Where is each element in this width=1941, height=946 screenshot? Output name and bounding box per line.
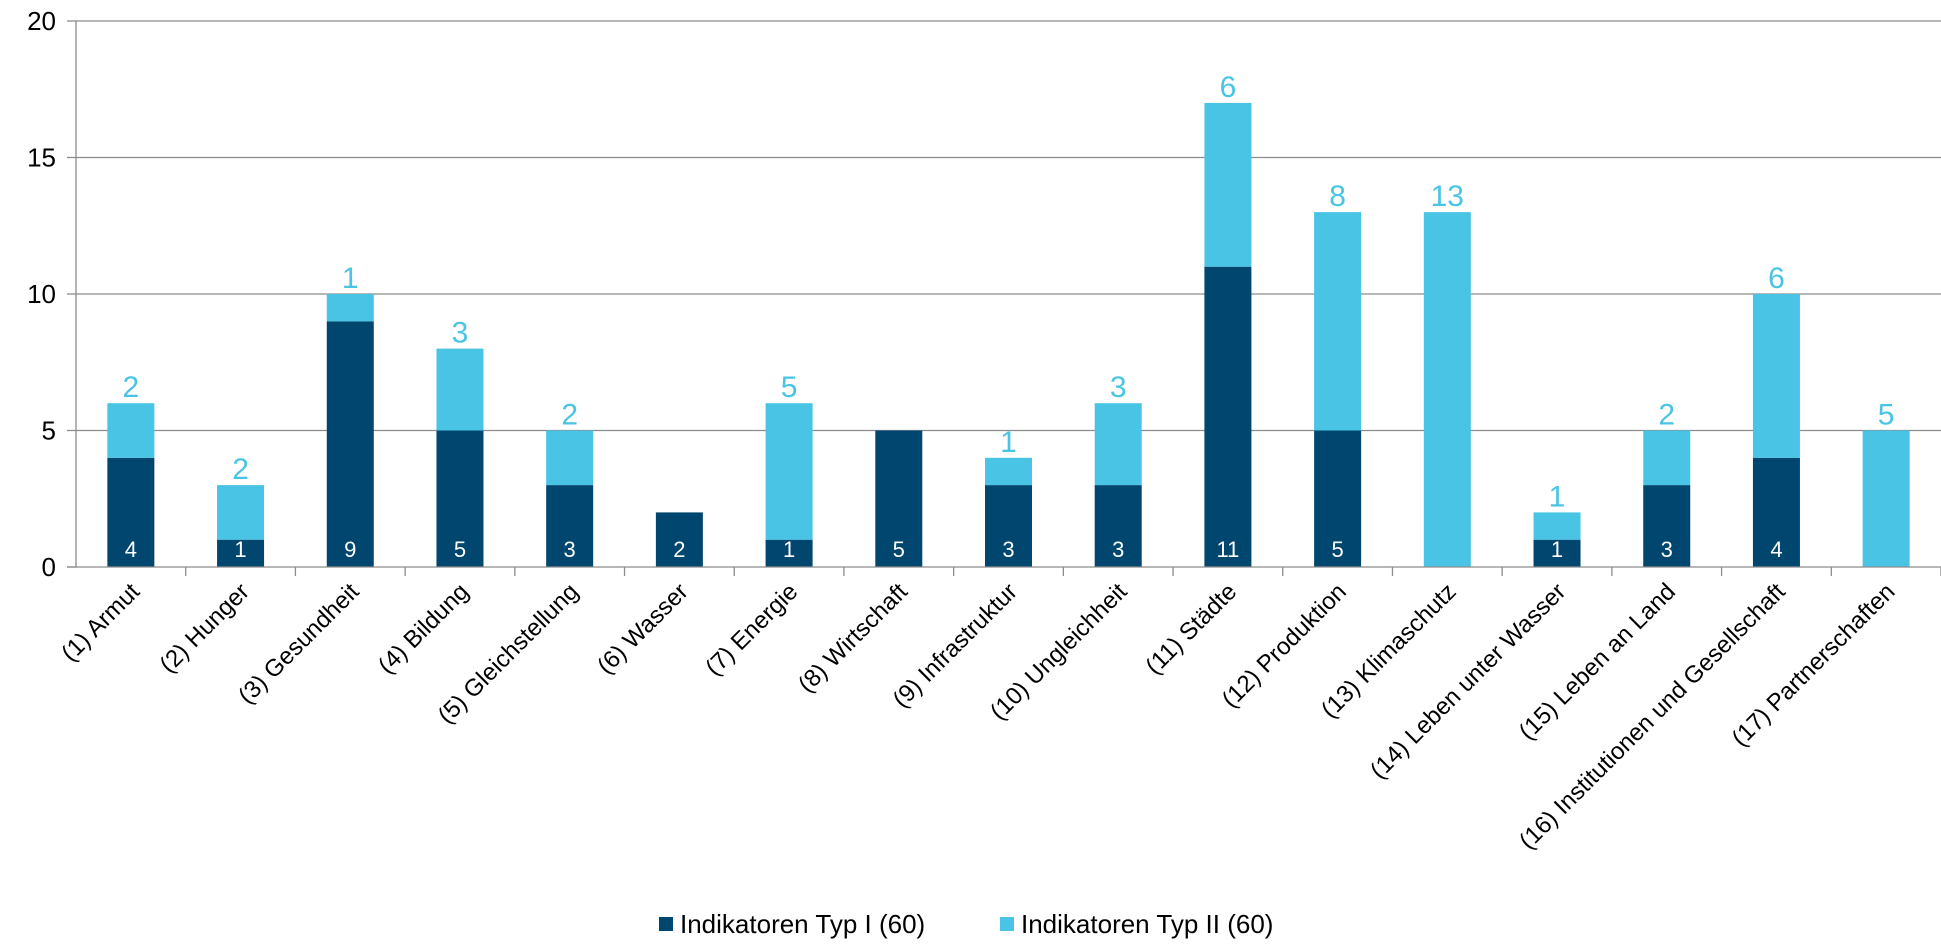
data-label-type1: 2 [673, 537, 685, 562]
bar-type1 [436, 430, 484, 567]
bar-type2 [217, 485, 265, 540]
data-label-type1: 4 [1770, 537, 1782, 562]
bar-type1 [985, 485, 1032, 567]
legend-swatch-type2 [1000, 917, 1014, 931]
data-label-type2: 5 [781, 371, 798, 404]
data-label-type2: 6 [1220, 71, 1237, 104]
legend: Indikatoren Typ I (60) Indikatoren Typ I… [659, 909, 1273, 939]
x-category-label: (11) Städte [1140, 578, 1242, 680]
bar-type2 [436, 348, 484, 431]
gridlines [76, 20, 1941, 432]
y-axis-ticks: 0 5 10 15 20 [27, 6, 76, 582]
data-label-type1: 1 [1551, 537, 1563, 562]
data-label-type2: 8 [1329, 180, 1346, 213]
bar-type2 [1094, 403, 1142, 486]
data-label-type2: 2 [1658, 399, 1675, 432]
legend-label-type1: Indikatoren Typ I (60) [680, 909, 925, 939]
bar-type1 [326, 321, 374, 567]
x-category-label: (1) Armut [56, 578, 145, 667]
bar-type1 [1533, 539, 1581, 567]
data-label-type2: 5 [1878, 399, 1895, 432]
bar-type2 [985, 457, 1032, 486]
bar-type2 [765, 403, 813, 540]
bar-type2 [546, 430, 594, 486]
bar-type2 [1533, 512, 1581, 540]
legend-swatch-type1 [659, 917, 673, 931]
bar-type1 [875, 430, 923, 567]
y-tick-label: 5 [42, 416, 56, 446]
data-label-type2: 2 [561, 399, 578, 432]
y-tick-label: 0 [42, 552, 56, 582]
bar-type2 [1423, 212, 1471, 567]
x-category-label: (2) Hunger [155, 578, 255, 678]
data-label-type1: 3 [1661, 537, 1673, 562]
bar-type2 [1314, 212, 1362, 431]
data-label-type1: 9 [344, 537, 356, 562]
bar-type1 [765, 539, 813, 567]
y-tick-label: 10 [27, 279, 56, 309]
x-category-label: (4) Bildung [373, 578, 474, 679]
data-label-type1: 3 [1002, 537, 1014, 562]
bar-type1 [1094, 485, 1142, 567]
data-label-type1: 4 [125, 537, 137, 562]
bar-type2 [1752, 294, 1800, 458]
data-label-type1: 5 [1331, 537, 1343, 562]
data-label-type2: 3 [1110, 371, 1127, 404]
data-label-type2: 6 [1768, 262, 1785, 295]
x-category-label: (7) Energie [700, 578, 803, 681]
data-label-type2: 2 [123, 371, 140, 404]
data-label-type2: 1 [342, 262, 359, 295]
x-category-label: (6) Wasser [592, 578, 693, 679]
x-category-label: (14) Leben unter Wasser [1365, 578, 1571, 784]
bars [107, 102, 1910, 567]
bar-type1 [1752, 457, 1800, 567]
data-label-type2: 1 [1549, 480, 1566, 513]
data-label-type2: 3 [452, 317, 469, 350]
legend-label-type2: Indikatoren Typ II (60) [1021, 909, 1273, 939]
y-tick-label: 20 [27, 6, 56, 36]
bar-type1 [107, 457, 155, 567]
data-label-type1: 1 [234, 537, 246, 562]
x-category-label: (8) Wirtschaft [793, 578, 913, 698]
data-label-type1: 3 [564, 537, 576, 562]
bar-type1 [1314, 430, 1362, 567]
bar-type1 [1204, 266, 1252, 567]
bar-type2 [1862, 430, 1910, 567]
bar-type1 [1643, 485, 1691, 567]
bar-type1 [217, 539, 265, 567]
data-label-type1: 11 [1216, 537, 1239, 562]
data-label-type2: 13 [1431, 180, 1464, 213]
data-label-type1: 3 [1112, 537, 1124, 562]
data-label-type1: 5 [454, 537, 466, 562]
bar-type2 [326, 294, 374, 322]
bar-type2 [107, 403, 155, 458]
data-label-type2: 1 [1000, 426, 1017, 459]
bar-type1 [655, 512, 703, 567]
bar-type1 [546, 485, 594, 567]
bar-type2 [1643, 430, 1691, 486]
bar-type2 [1204, 102, 1252, 267]
data-label-type1: 5 [893, 537, 905, 562]
data-label-type1: 1 [783, 537, 795, 562]
data-label-type2: 2 [232, 453, 249, 486]
y-tick-label: 15 [27, 143, 56, 173]
